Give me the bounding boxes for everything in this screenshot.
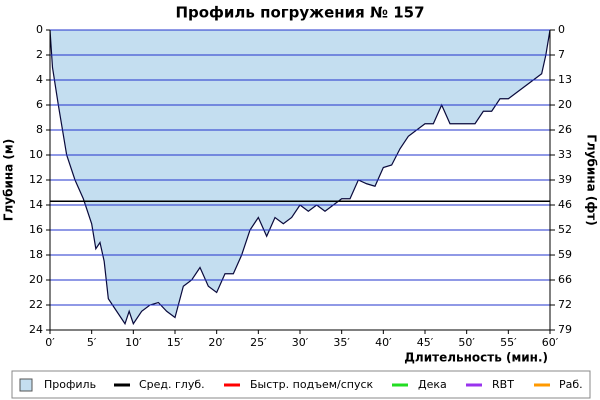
- y-tick-label: 4: [36, 73, 43, 86]
- x-tick-label: 20′: [208, 336, 225, 349]
- y-tick-label: 20: [29, 273, 43, 286]
- legend-label: Раб.: [559, 378, 583, 391]
- y2-tick-label: 7: [558, 48, 565, 61]
- y2-tick-label: 59: [558, 248, 572, 261]
- y-tick-label: 14: [29, 198, 43, 211]
- y2-tick-label: 33: [558, 148, 572, 161]
- x-tick-label: 0′: [45, 336, 55, 349]
- x-tick-label: 60′: [542, 336, 559, 349]
- y-tick-label: 22: [29, 298, 43, 311]
- profile-area: [50, 30, 550, 324]
- legend-label: Дека: [418, 378, 447, 391]
- legend-label: Профиль: [44, 378, 96, 391]
- y2-tick-label: 20: [558, 98, 572, 111]
- x-axis-title: Длительность (мин.): [404, 351, 548, 365]
- legend-label: Сред. глуб.: [139, 378, 205, 391]
- y-tick-label: 12: [29, 173, 43, 186]
- legend-label: RBT: [492, 378, 514, 391]
- y2-tick-label: 26: [558, 123, 572, 136]
- x-tick-label: 5′: [87, 336, 97, 349]
- y2-tick-label: 46: [558, 198, 572, 211]
- y2-tick-label: 72: [558, 298, 572, 311]
- chart-title: Профиль погружения № 157: [175, 4, 424, 22]
- y2-tick-label: 79: [558, 323, 572, 336]
- y-tick-label: 2: [36, 48, 43, 61]
- x-tick-label: 55′: [500, 336, 517, 349]
- y2-tick-label: 13: [558, 73, 572, 86]
- legend-box: [11, 370, 591, 399]
- y2-tick-label: 0: [558, 23, 565, 36]
- legend-label: Быстр. подъем/спуск: [250, 378, 374, 391]
- profile-line: [49, 29, 551, 326]
- x-tick-label: 25′: [250, 336, 267, 349]
- y2-tick-label: 66: [558, 273, 572, 286]
- x-tick-label: 10′: [125, 336, 142, 349]
- y-tick-label: 16: [29, 223, 43, 236]
- y-tick-label: 0: [36, 23, 43, 36]
- y-tick-label: 8: [36, 123, 43, 136]
- y-tick-label: 10: [29, 148, 43, 161]
- x-tick-label: 15′: [167, 336, 184, 349]
- y-tick-label: 6: [36, 98, 43, 111]
- x-tick-label: 45′: [417, 336, 434, 349]
- x-tick-label: 40′: [375, 336, 392, 349]
- legend-swatch: [19, 378, 33, 392]
- x-tick-label: 50′: [458, 336, 475, 349]
- y-tick-label: 24: [29, 323, 43, 336]
- y2-axis-title: Глубина (фт): [585, 134, 599, 225]
- y-axis-title: Глубина (м): [2, 139, 16, 221]
- y2-tick-label: 39: [558, 173, 572, 186]
- x-tick-label: 35′: [333, 336, 350, 349]
- y-tick-label: 18: [29, 248, 43, 261]
- y2-tick-label: 52: [558, 223, 572, 236]
- x-tick-label: 30′: [292, 336, 309, 349]
